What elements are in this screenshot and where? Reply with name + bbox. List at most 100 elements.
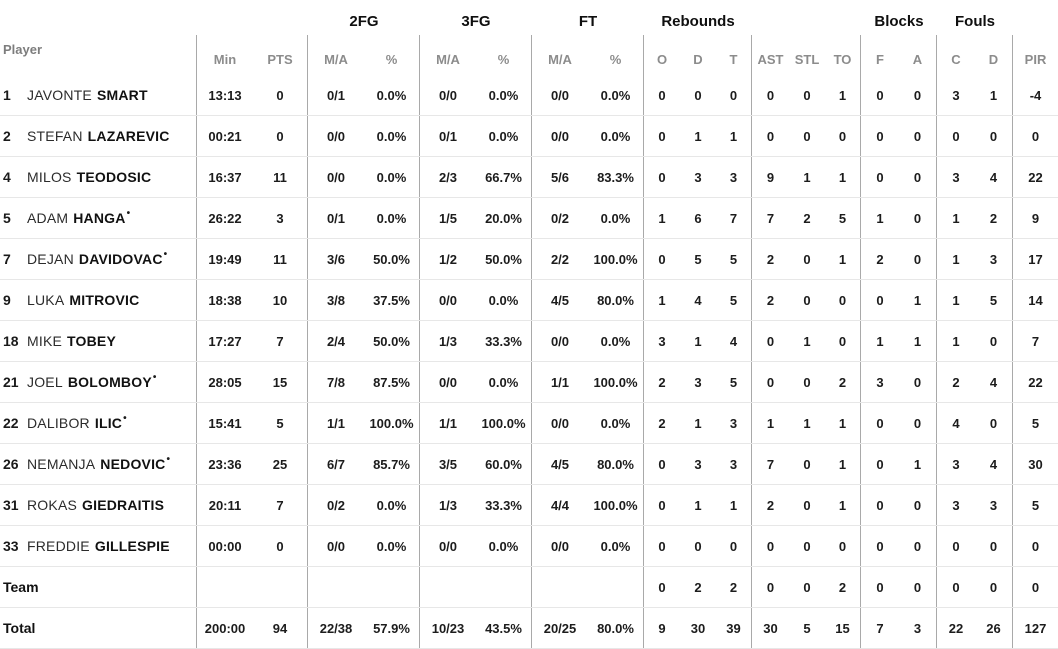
header-reb-t: T xyxy=(716,35,752,75)
player-name-cell: 2 STEFAN LAZAREVIC xyxy=(0,116,197,156)
header-2fg-pct: % xyxy=(364,35,420,75)
stat-to: 0 xyxy=(825,321,861,361)
stat-to: 5 xyxy=(825,198,861,238)
stat-pts: 0 xyxy=(253,526,308,566)
stat-foul-d: 0 xyxy=(975,116,1013,156)
player-row[interactable]: 1 JAVONTE SMART 13:13 0 0/1 0.0% 0/0 0.0… xyxy=(0,75,1058,116)
starter-marker: • xyxy=(166,453,170,465)
player-row[interactable]: 2 STEFAN LAZAREVIC 00:21 0 0/0 0.0% 0/1 … xyxy=(0,116,1058,157)
stat-ast: 9 xyxy=(766,169,775,185)
stat-2fg-ma: 0/0 xyxy=(326,538,346,554)
stat-reb-d: 1 xyxy=(694,333,702,349)
stat-reb-t: 39 xyxy=(716,608,752,648)
player-rows: 1 JAVONTE SMART 13:13 0 0/1 0.0% 0/0 0.0… xyxy=(0,75,1058,567)
stat-blk-f: 7 xyxy=(876,620,884,636)
player-last-name: DAVIDOVAC xyxy=(78,251,163,267)
group-ast-spacer xyxy=(752,0,861,35)
stat-3fg-ma: 3/5 xyxy=(438,456,458,472)
stat-foul-c: 1 xyxy=(952,251,960,267)
stat-2fg-pct: 0.0% xyxy=(364,157,420,197)
player-row[interactable]: 33 FREDDIE GILLESPIE 00:00 0 0/0 0.0% 0/… xyxy=(0,526,1058,567)
stat-ft-ma: 0/0 xyxy=(550,128,570,144)
jersey-number: 33 xyxy=(3,538,19,554)
player-row[interactable]: 7 DEJAN DAVIDOVAC • 19:49 11 3/6 50.0% 1… xyxy=(0,239,1058,280)
stat-pir: 0 xyxy=(1031,579,1040,595)
header-ft-ma: M/A xyxy=(548,52,572,67)
stat-ast: 0 xyxy=(766,333,775,349)
stat-ft-pct: 80.0% xyxy=(588,280,644,320)
stat-2fg-pct: 0.0% xyxy=(364,526,420,566)
stat-ft-pct: 0.0% xyxy=(588,403,644,443)
player-first-name: STEFAN xyxy=(27,128,83,144)
stat-blk-f: 1 xyxy=(876,333,884,349)
team-row: Team 0 2 2 0 0 2 0 0 0 0 0 xyxy=(0,567,1058,608)
stat-to: 1 xyxy=(825,75,861,115)
player-row[interactable]: 9 LUKA MITROVIC 18:38 10 3/8 37.5% 0/0 0… xyxy=(0,280,1058,321)
stat-pir: 5 xyxy=(1031,415,1040,431)
stat-ft-pct: 100.0% xyxy=(588,485,644,525)
stat-blk-f: 0 xyxy=(876,497,884,513)
stat-3fg-ma: 0/0 xyxy=(438,292,458,308)
stat-3fg-ma: 1/1 xyxy=(438,415,458,431)
stat-reb-o: 2 xyxy=(658,415,666,431)
team-ft-empty xyxy=(532,567,644,607)
stat-3fg-pct: 33.3% xyxy=(476,485,532,525)
stat-pir: 9 xyxy=(1031,210,1040,226)
total-row: Total 200:00 94 22/38 57.9% 10/23 43.5% … xyxy=(0,608,1058,649)
header-3fg-pct: % xyxy=(476,35,532,75)
stat-min: 200:00 xyxy=(204,620,246,636)
col-group-ft: FT xyxy=(578,13,598,30)
player-row[interactable]: 18 MIKE TOBEY 17:27 7 2/4 50.0% 1/3 33.3… xyxy=(0,321,1058,362)
player-name-cell: 18 MIKE TOBEY xyxy=(0,321,197,361)
player-row[interactable]: 31 ROKAS GIEDRAITIS 20:11 7 0/2 0.0% 1/3… xyxy=(0,485,1058,526)
player-row[interactable]: 26 NEMANJA NEDOVIC • 23:36 25 6/7 85.7% … xyxy=(0,444,1058,485)
stat-reb-d: 0 xyxy=(694,538,702,554)
stat-reb-d: 6 xyxy=(694,210,702,226)
stat-min: 13:13 xyxy=(208,87,242,103)
stat-ft-pct: 80.0% xyxy=(588,444,644,484)
stat-ast: 0 xyxy=(766,87,775,103)
stat-blk-a: 0 xyxy=(899,567,937,607)
stat-foul-d: 0 xyxy=(975,526,1013,566)
stat-stl: 0 xyxy=(803,374,811,390)
stat-pts: 0 xyxy=(253,75,308,115)
player-row[interactable]: 4 MILOS TEODOSIC 16:37 11 0/0 0.0% 2/3 6… xyxy=(0,157,1058,198)
player-row[interactable]: 21 JOEL BOLOMBOY • 28:05 15 7/8 87.5% 0/… xyxy=(0,362,1058,403)
header-foul-d: D xyxy=(975,35,1013,75)
stat-2fg-ma: 22/38 xyxy=(319,620,353,636)
stat-pir: 14 xyxy=(1028,292,1043,308)
stat-pir: 30 xyxy=(1028,456,1043,472)
player-name-cell: 4 MILOS TEODOSIC xyxy=(0,157,197,197)
stat-reb-d: 3 xyxy=(694,169,702,185)
stat-reb-d: 30 xyxy=(690,620,706,636)
stat-ast: 0 xyxy=(766,128,775,144)
player-name-cell: 26 NEMANJA NEDOVIC • xyxy=(0,444,197,484)
column-header-row: Player Min PTS M/A % M/A % M/A % O D T A… xyxy=(0,35,1058,75)
stat-2fg-pct: 85.7% xyxy=(364,444,420,484)
stat-ft-ma: 4/4 xyxy=(550,497,570,513)
stat-ast: 0 xyxy=(766,374,775,390)
stat-2fg-ma: 0/0 xyxy=(326,169,346,185)
stat-pir: 0 xyxy=(1031,538,1040,554)
stat-reb-t: 1 xyxy=(716,485,752,525)
stat-3fg-pct: 0.0% xyxy=(476,116,532,156)
stat-ft-ma: 4/5 xyxy=(550,456,570,472)
stat-ft-ma: 2/2 xyxy=(550,251,570,267)
jersey-number: 18 xyxy=(3,333,19,349)
stat-ft-ma: 0/2 xyxy=(550,210,570,226)
stat-3fg-pct: 33.3% xyxy=(476,321,532,361)
player-name-cell: 1 JAVONTE SMART xyxy=(0,75,197,115)
stat-reb-t: 3 xyxy=(716,403,752,443)
stat-min: 00:21 xyxy=(208,128,242,144)
header-blk-a: A xyxy=(899,35,937,75)
player-row[interactable]: 5 ADAM HANGA • 26:22 3 0/1 0.0% 1/5 20.0… xyxy=(0,198,1058,239)
stat-foul-d: 3 xyxy=(975,239,1013,279)
player-row[interactable]: 22 DALIBOR ILIC • 15:41 5 1/1 100.0% 1/1… xyxy=(0,403,1058,444)
player-name-cell: 31 ROKAS GIEDRAITIS xyxy=(0,485,197,525)
stat-pts: 25 xyxy=(253,444,308,484)
stat-min: 19:49 xyxy=(208,251,242,267)
stat-pts: 5 xyxy=(253,403,308,443)
stat-blk-f: 0 xyxy=(876,415,884,431)
stat-3fg-ma: 0/0 xyxy=(438,374,458,390)
header-blk-f: F xyxy=(876,52,884,67)
